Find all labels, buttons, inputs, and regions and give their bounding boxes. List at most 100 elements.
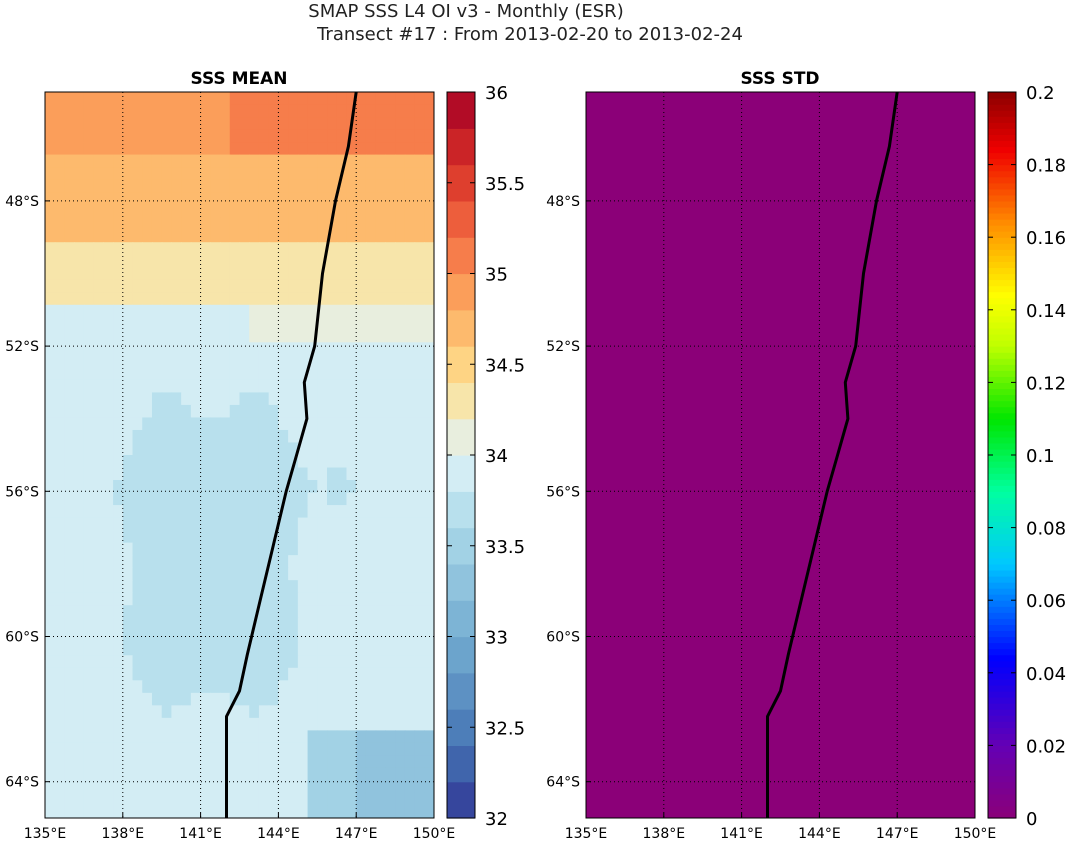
sss-mean-field-cell xyxy=(74,605,85,619)
sss-mean-field-cell xyxy=(356,354,367,368)
sss-mean-field-cell xyxy=(385,404,396,419)
sss-mean-field-cell xyxy=(210,805,221,818)
sss-mean-field-cell xyxy=(258,392,270,406)
sss-mean-field-cell xyxy=(103,429,114,444)
sss-mean-field-cell xyxy=(258,129,270,143)
sss-mean-field-cell xyxy=(122,129,134,143)
sss-mean-colorbar-label: 33 xyxy=(485,628,508,649)
sss-mean-field-cell xyxy=(297,555,309,569)
sss-mean-field-cell xyxy=(200,730,211,744)
sss-mean-field-cell xyxy=(424,605,434,619)
sss-mean-field-cell xyxy=(171,780,182,794)
sss-mean-field-cell xyxy=(54,592,66,606)
sss-mean-field-cell xyxy=(414,580,425,594)
sss-mean-field-cell xyxy=(54,354,66,368)
sss-mean-field-cell xyxy=(190,417,202,431)
sss-mean-field-cell xyxy=(132,667,143,681)
sss-mean-field-cell xyxy=(307,780,318,794)
sss-mean-field-cell xyxy=(45,167,56,181)
sss-mean-field-cell xyxy=(151,742,163,757)
sss-mean-field-cell xyxy=(297,417,309,431)
sss-mean-colorbar-segment xyxy=(447,237,475,275)
sss-mean-field-cell xyxy=(171,267,182,281)
sss-mean-field-cell xyxy=(404,655,416,669)
sss-mean-field-cell xyxy=(346,204,357,218)
sss-mean-field-cell xyxy=(375,655,386,669)
sss-mean-field-cell xyxy=(395,229,406,243)
sss-mean-field-cell xyxy=(93,404,104,419)
sss-mean-field-cell xyxy=(375,442,386,456)
sss-mean-field-cell xyxy=(395,517,406,531)
sss-mean-field-cell xyxy=(375,267,386,281)
sss-mean-field-cell xyxy=(424,329,434,343)
sss-mean-field-cell xyxy=(220,442,231,456)
sss-mean-field-cell xyxy=(220,267,231,281)
sss-mean-field-cell xyxy=(74,192,85,206)
sss-mean-field-cell xyxy=(249,404,260,419)
sss-mean-field-cell xyxy=(268,742,279,757)
sss-mean-field-cell xyxy=(122,805,134,818)
sss-mean-field-cell xyxy=(307,705,318,719)
sss-mean-field-cell xyxy=(220,580,231,594)
sss-mean-field-cell xyxy=(288,329,299,343)
sss-mean-field-cell xyxy=(74,404,85,419)
sss-mean-field-cell xyxy=(64,392,75,406)
sss-mean-field-cell xyxy=(142,680,153,694)
sss-mean-field-cell xyxy=(414,229,425,243)
sss-mean-field-cell xyxy=(288,179,299,193)
sss-mean-field-cell xyxy=(268,517,279,531)
sss-std-colorbar-segment xyxy=(988,690,1016,698)
sss-mean-field-cell xyxy=(268,92,279,106)
sss-mean-field-cell xyxy=(161,404,173,419)
sss-mean-field-cell xyxy=(404,505,416,519)
sss-mean-field-cell xyxy=(249,154,260,168)
sss-mean-field-cell xyxy=(74,592,85,606)
sss-mean-field-cell xyxy=(200,379,211,394)
sss-mean-colorbar-label: 36 xyxy=(485,83,508,104)
sss-mean-field-cell xyxy=(268,567,279,581)
sss-mean-field-cell xyxy=(181,317,192,331)
sss-mean-field-cell xyxy=(200,742,211,757)
sss-mean-field-cell xyxy=(268,304,279,318)
sss-mean-field-cell xyxy=(249,192,260,206)
sss-mean-field-cell xyxy=(365,417,377,431)
sss-std-colorbar-segment xyxy=(988,158,1016,166)
sss-mean-field-cell xyxy=(122,717,134,731)
sss-mean-panel: SSS MEAN 135°E 138°E 141°E 144°E 147°E 150°E4… xyxy=(5,69,455,842)
sss-mean-field-cell xyxy=(278,530,289,544)
sss-mean-field-cell xyxy=(307,304,318,318)
sss-mean-field-cell xyxy=(375,680,386,694)
sss-mean-field-cell xyxy=(327,404,338,419)
sss-mean-field-cell xyxy=(327,630,338,644)
sss-mean-field-cell xyxy=(103,167,114,181)
sss-mean-field-cell xyxy=(288,367,299,381)
sss-mean-field-cell xyxy=(45,742,56,757)
sss-mean-field-cell xyxy=(220,404,231,419)
sss-mean-field-cell xyxy=(375,730,386,744)
sss-mean-field-cell xyxy=(239,792,250,807)
sss-mean-field-cell xyxy=(200,154,211,168)
sss-mean-field-cell xyxy=(395,505,406,519)
sss-mean-field-cell xyxy=(151,242,163,256)
sss-mean-field-cell xyxy=(229,417,241,431)
sss-mean-field-cell xyxy=(64,404,75,419)
sss-std-colorbar-segment xyxy=(988,533,1016,541)
sss-mean-field-cell xyxy=(54,555,66,569)
sss-mean-field-cell xyxy=(317,442,328,456)
sss-mean-field-cell xyxy=(278,192,289,206)
sss-std-panel: SSS STD 135°E 138°E 141°E 144°E 147°E 150°E48… xyxy=(546,69,996,842)
sss-mean-field-cell xyxy=(210,442,221,456)
sss-mean-field-cell xyxy=(74,692,85,706)
sss-mean-field-cell xyxy=(142,417,153,431)
sss-mean-field-cell xyxy=(307,630,318,644)
sss-mean-field-cell xyxy=(54,379,66,394)
sss-mean-field-cell xyxy=(297,267,309,281)
sss-mean-field-cell xyxy=(346,367,357,381)
sss-mean-field-cell xyxy=(307,379,318,394)
sss-mean-field-cell xyxy=(45,667,56,681)
sss-mean-field-cell xyxy=(54,329,66,343)
sss-mean-xtick-label-144: 144°E xyxy=(257,826,300,842)
sss-mean-field-cell xyxy=(424,117,434,131)
sss-mean-field-cell xyxy=(268,555,279,569)
sss-mean-field-cell xyxy=(210,655,221,669)
